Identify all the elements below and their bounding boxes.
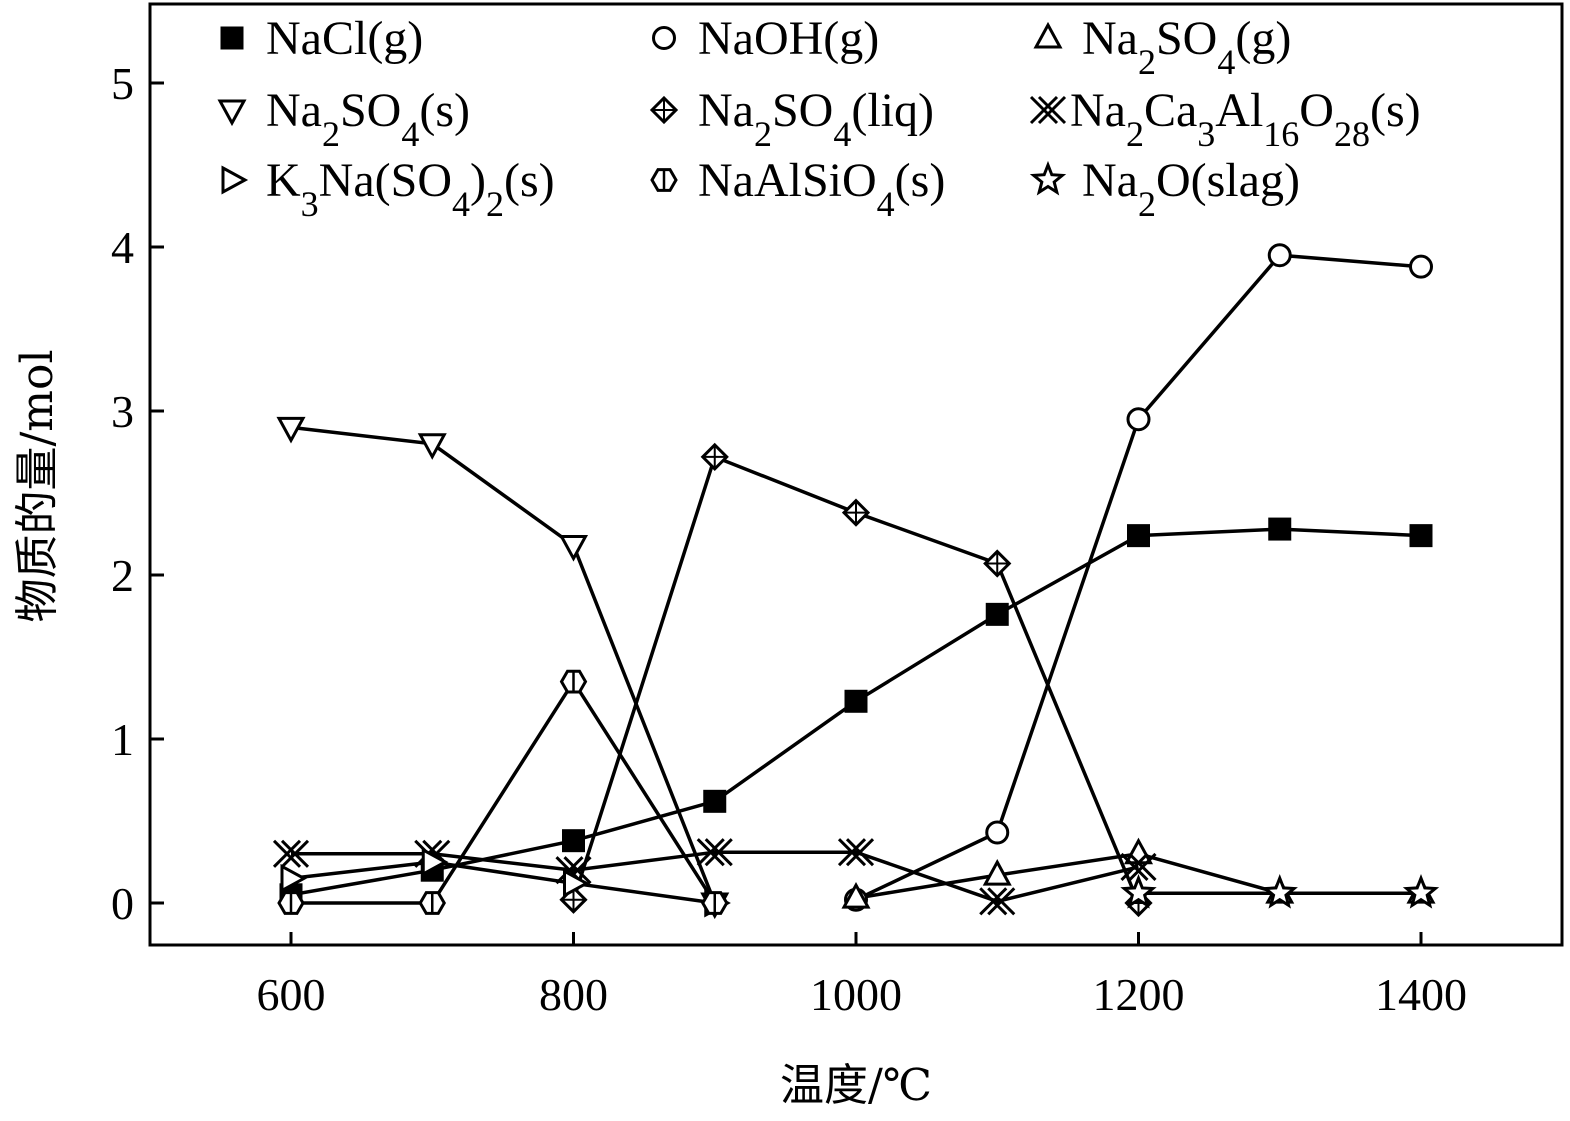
x-tick-label-600: 600 (257, 969, 326, 1020)
legend-marker-nacl-g (220, 26, 244, 50)
point-k3na-so4-2-s-700 (421, 847, 449, 877)
legend-item-na2o-slag: Na2O(slag) (1029, 154, 1300, 224)
point-na2ca3al16o28-s-1200 (1120, 852, 1157, 881)
point-naalsio4-s-800 (559, 669, 588, 694)
legend-label-naoh-g: NaOH(g) (698, 12, 879, 65)
series-line-naalsio4-s (291, 678, 717, 905)
point-na2ca3al16o28-s-900 (696, 838, 733, 867)
axis-ticks: 600 800 1000 1200 1400 0 1 2 3 4 5 (111, 58, 1467, 1020)
point-naalsio4-s-700 (418, 891, 446, 915)
point-na2so4-g-1200 (1123, 837, 1154, 865)
series-line-na2so4-s (290, 425, 717, 904)
point-nacl-g-800 (562, 829, 585, 853)
point-na2so4-liq-1100 (983, 549, 1012, 578)
point-nacl-g-1000 (844, 689, 868, 713)
point-k3na-so4-2-s-600 (280, 863, 308, 893)
point-na2ca3al16o28-s-1000 (837, 838, 875, 867)
legend-marker-naoh-g (652, 26, 676, 50)
point-na2so4-s-800 (558, 534, 589, 562)
legend-label-na2o-slag: Na2O(slag) (1082, 154, 1300, 224)
point-nacl-g-1400 (1409, 524, 1433, 548)
legend-item-na2so4-g: Na2SO4(g) (1033, 12, 1291, 82)
point-na2so4-liq-1000 (841, 498, 871, 527)
series-lines (290, 253, 1422, 905)
point-naalsio4-s-600 (277, 891, 305, 915)
y-tick-label-5: 5 (111, 58, 134, 109)
point-nacl-g-900 (703, 789, 727, 813)
legend-item-na2ca3al16o28-s: Na2Ca3Al16O28(s) (1029, 84, 1421, 154)
y-tick-label-3: 3 (111, 386, 134, 437)
point-nacl-g-1200 (1127, 524, 1150, 548)
y-tick-label-0: 0 (111, 878, 134, 929)
point-na2so4-s-600 (276, 416, 306, 444)
y-tick-label-1: 1 (111, 714, 134, 765)
legend-label-nacl-g: NaCl(g) (266, 12, 423, 65)
legend-label-na2ca3al16o28-s: Na2Ca3Al16O28(s) (1070, 84, 1421, 154)
x-axis-title: 温度/℃ (780, 1060, 932, 1111)
series-markers (272, 243, 1440, 920)
point-na2so4-g-1100 (982, 858, 1012, 886)
x-tick-label-800: 800 (539, 969, 608, 1020)
point-naalsio4-s-900 (701, 891, 729, 915)
legend-marker-na2so4-liq (649, 95, 679, 125)
y-tick-label-4: 4 (111, 222, 134, 273)
legend-item-naoh-g: NaOH(g) (652, 12, 879, 65)
legend-label-na2so4-g: Na2SO4(g) (1082, 12, 1291, 82)
point-na2so4-g-1000 (841, 881, 871, 909)
point-naoh-g-1400 (1409, 254, 1433, 279)
legend-label-naalsio4-s: NaAlSiO4(s) (698, 154, 945, 224)
legend: NaCl(g) NaOH(g) Na2SO4(g) Na2SO4(s) Na2SO4(l… (217, 12, 1421, 224)
legend-item-na2so4-liq: Na2SO4(liq) (649, 84, 934, 154)
point-na2o-slag-1400 (1402, 874, 1440, 909)
point-naoh-g-1100 (985, 820, 1010, 845)
series-line-k3na-so4-2-s (290, 860, 716, 905)
x-tick-label-1400: 1400 (1375, 969, 1467, 1020)
legend-marker-na2ca3al16o28-s (1029, 95, 1067, 125)
y-tick-label-2: 2 (111, 550, 134, 601)
x-tick-label-1000: 1000 (810, 969, 902, 1020)
legend-marker-na2so4-g (1033, 21, 1063, 49)
legend-label-k3na-so4-2-s: K3Na(SO4)2(s) (266, 154, 555, 224)
legend-label-na2so4-s: Na2SO4(s) (266, 84, 470, 154)
legend-item-na2so4-s: Na2SO4(s) (217, 84, 470, 154)
series-line-naoh-g (855, 253, 1422, 902)
point-na2so4-liq-900 (700, 442, 729, 472)
legend-marker-na2so4-s (217, 99, 247, 127)
legend-marker-naalsio4-s (650, 168, 678, 192)
legend-item-nacl-g: NaCl(g) (220, 12, 423, 65)
point-na2ca3al16o28-s-1100 (979, 887, 1016, 916)
legend-label-na2so4-liq: Na2SO4(liq) (698, 84, 934, 154)
legend-item-naalsio4-s: NaAlSiO4(s) (650, 154, 945, 224)
point-na2so4-s-700 (417, 433, 447, 460)
point-na2o-slag-1300 (1261, 874, 1298, 909)
point-k3na-so4-2-s-800 (563, 868, 590, 898)
y-axis-title: 物质的量/mol (12, 349, 63, 622)
point-na2ca3al16o28-s-600 (272, 839, 310, 868)
point-na2o-slag-1200 (1120, 874, 1157, 909)
legend-marker-k3na-so4-2-s (221, 165, 249, 195)
point-naoh-g-1300 (1267, 243, 1292, 268)
x-tick-label-1200: 1200 (1093, 969, 1185, 1020)
point-nacl-g-1300 (1268, 517, 1292, 541)
legend-item-k3na-so4-2-s: K3Na(SO4)2(s) (221, 154, 555, 224)
point-naoh-g-1200 (1126, 407, 1151, 432)
legend-marker-na2o-slag (1029, 160, 1067, 196)
point-nacl-g-1100 (985, 602, 1009, 626)
